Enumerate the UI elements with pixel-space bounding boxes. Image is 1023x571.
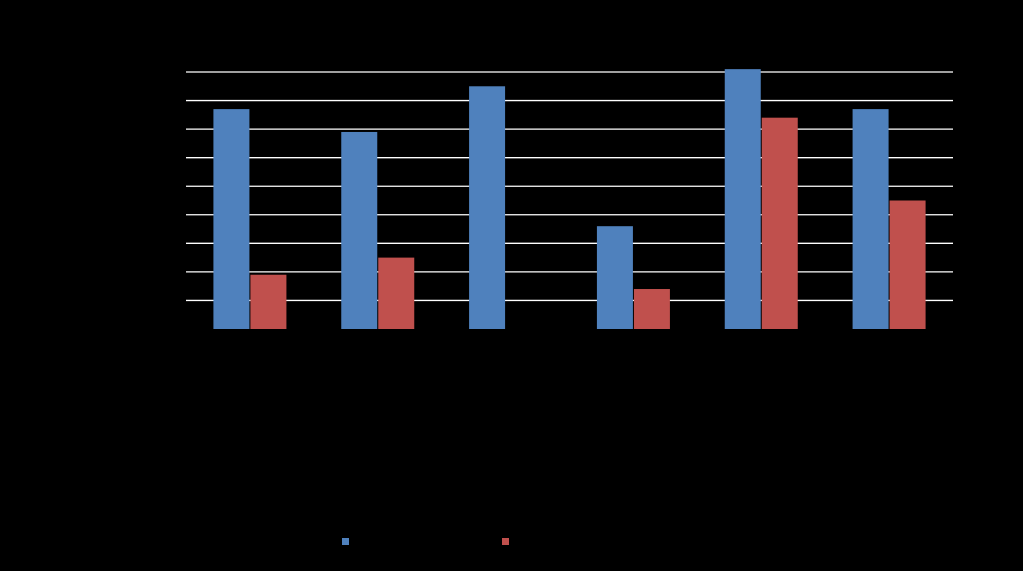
legend (0, 538, 1023, 554)
bar-series-2-category-1 (250, 274, 287, 329)
bar-series-1-category-5 (724, 69, 761, 330)
legend-item-series-1 (342, 538, 355, 545)
bar-series-1-category-3 (469, 86, 506, 330)
legend-item-series-2 (502, 538, 515, 545)
bar-series-1-category-4 (596, 226, 633, 329)
legend-swatch-series-1 (342, 538, 349, 545)
bar-series-2-category-5 (761, 117, 798, 329)
bar-series-2-category-2 (378, 257, 415, 329)
bar-series-1-category-6 (852, 109, 889, 329)
bar-series-1-category-1 (213, 109, 250, 329)
bar-series-1-category-2 (341, 131, 378, 329)
bar-series-2-category-6 (889, 200, 926, 329)
bar-series-2-category-4 (633, 289, 670, 329)
legend-swatch-series-2 (502, 538, 509, 545)
